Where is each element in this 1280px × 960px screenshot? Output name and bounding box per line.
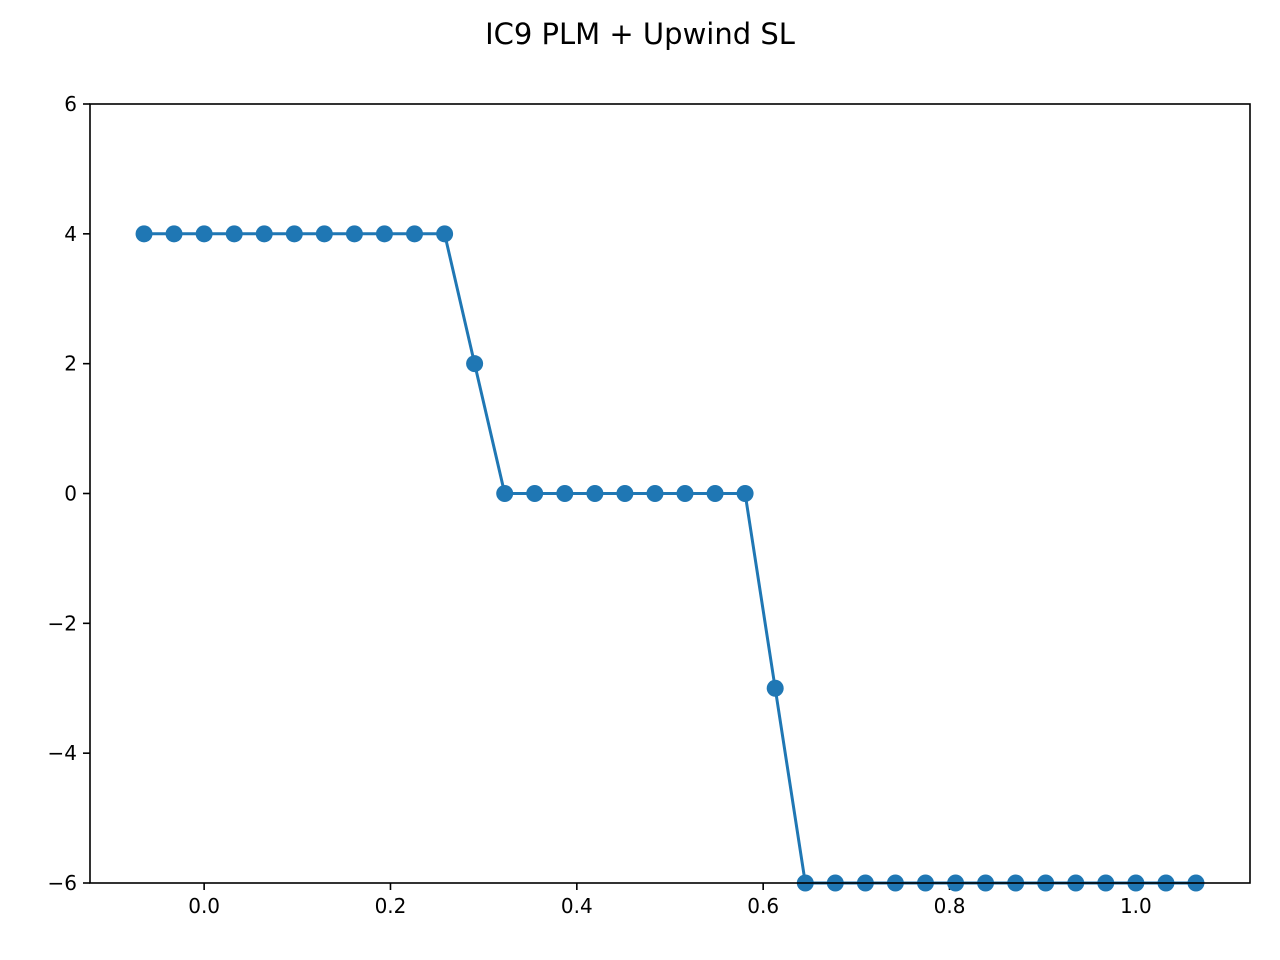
data-point <box>255 225 273 243</box>
y-tick-label: −2 <box>48 611 77 635</box>
data-point <box>616 485 634 502</box>
x-tick-label: 0.8 <box>934 894 966 918</box>
y-tick-label: −6 <box>48 871 77 895</box>
data-point <box>375 225 393 243</box>
data-point <box>496 485 514 502</box>
data-point <box>315 225 333 243</box>
data-point <box>285 225 303 243</box>
data-point <box>225 225 243 243</box>
x-tick-label: 1.0 <box>1120 894 1152 918</box>
y-axis: −6 −4 −2 0 2 4 6 <box>48 92 90 895</box>
y-tick-label: 6 <box>64 92 77 116</box>
x-tick-label: 0.4 <box>561 894 593 918</box>
data-point <box>406 225 424 243</box>
data-point <box>556 485 574 502</box>
data-point <box>646 485 664 502</box>
y-tick-label: 4 <box>64 222 77 246</box>
data-point <box>436 225 454 243</box>
series-line <box>144 232 1196 885</box>
y-tick-label: −4 <box>48 741 77 765</box>
data-point <box>676 485 694 502</box>
data-point <box>345 225 363 243</box>
data-point <box>526 485 544 502</box>
plot-area <box>135 225 1205 892</box>
data-point <box>195 225 213 243</box>
y-tick-label: 2 <box>64 352 77 376</box>
data-point <box>766 679 784 697</box>
data-point <box>736 485 754 502</box>
y-tick-label: 0 <box>64 482 77 506</box>
x-tick-label: 0.0 <box>188 894 220 918</box>
axes-frame <box>89 103 1251 884</box>
data-point <box>586 485 604 502</box>
data-point <box>165 225 183 243</box>
x-tick-label: 0.6 <box>747 894 779 918</box>
x-axis: 0.0 0.2 0.4 0.6 0.8 1.0 <box>188 883 1152 918</box>
data-point <box>466 355 484 373</box>
chart-title: IC9 PLM + Upwind SL <box>485 17 795 51</box>
data-point <box>706 485 724 502</box>
data-point <box>135 225 153 243</box>
x-tick-label: 0.2 <box>375 894 407 918</box>
